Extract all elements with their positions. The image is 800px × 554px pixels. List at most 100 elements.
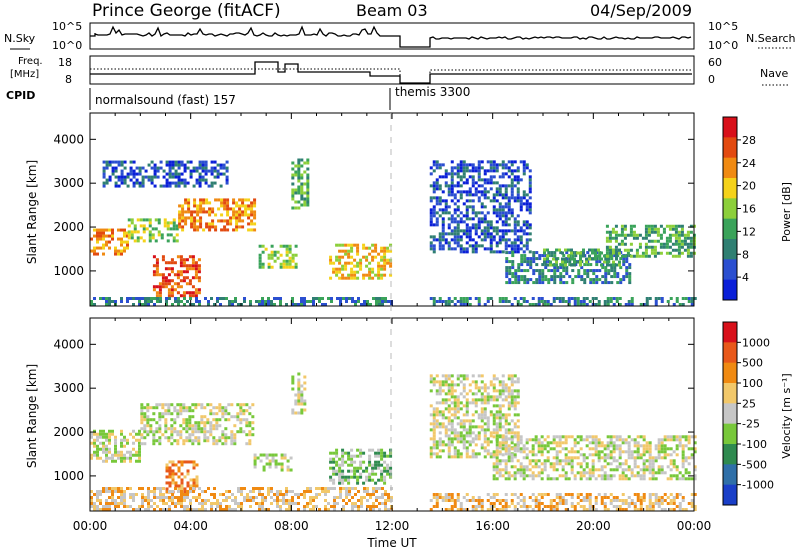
heatmap-cell bbox=[620, 224, 624, 228]
heatmap-cell bbox=[117, 237, 120, 241]
heatmap-cell bbox=[444, 425, 448, 429]
heatmap-cell bbox=[250, 207, 254, 211]
heatmap-cell bbox=[501, 193, 505, 197]
heatmap-cell bbox=[185, 421, 189, 425]
heatmap-cell bbox=[595, 275, 599, 279]
heatmap-cell bbox=[681, 496, 685, 499]
heatmap-cell bbox=[377, 276, 381, 280]
heatmap-cell bbox=[474, 187, 478, 191]
heatmap-cell bbox=[294, 206, 298, 210]
heatmap-cell bbox=[274, 453, 278, 457]
heatmap-cell bbox=[366, 303, 369, 306]
heatmap-cell bbox=[217, 198, 221, 202]
heatmap-cell bbox=[185, 291, 189, 295]
heatmap-cell bbox=[158, 424, 162, 428]
heatmap-cell bbox=[148, 233, 152, 237]
heatmap-cell bbox=[559, 263, 563, 267]
heatmap-cell bbox=[498, 407, 502, 411]
heatmap-cell bbox=[516, 220, 520, 224]
heatmap-cell bbox=[528, 468, 532, 472]
heatmap-cell bbox=[350, 475, 354, 479]
heatmap-cell bbox=[609, 493, 613, 496]
heatmap-cell bbox=[605, 236, 609, 240]
heatmap-cell bbox=[297, 387, 301, 391]
heatmap-cell bbox=[177, 469, 181, 473]
heatmap-cell bbox=[663, 453, 667, 457]
heatmap-cell bbox=[483, 190, 487, 194]
heatmap-cell bbox=[189, 460, 193, 464]
heatmap-cell bbox=[90, 303, 93, 306]
heatmap-cell bbox=[483, 455, 487, 459]
heatmap-cell bbox=[197, 439, 201, 443]
heatmap-cell bbox=[178, 204, 182, 208]
heatmap-cell bbox=[222, 172, 226, 176]
heatmap-cell bbox=[441, 238, 445, 242]
heatmap-cell bbox=[283, 453, 287, 457]
heatmap-cell bbox=[242, 412, 246, 416]
heatmap-cell bbox=[438, 401, 442, 405]
heatmap-cell bbox=[538, 281, 542, 285]
heatmap-cell bbox=[680, 245, 684, 249]
heatmap-cell bbox=[519, 441, 523, 445]
heatmap-cell bbox=[636, 465, 640, 469]
heatmap-cell bbox=[693, 493, 697, 496]
heatmap-cell bbox=[444, 407, 448, 411]
heatmap-cell bbox=[273, 493, 276, 496]
heatmap-cell bbox=[300, 303, 303, 306]
heatmap-cell bbox=[366, 499, 369, 502]
heatmap-cell bbox=[144, 169, 148, 173]
heatmap-cell bbox=[176, 255, 180, 259]
heatmap-cell bbox=[429, 449, 433, 453]
heatmap-cell bbox=[559, 251, 563, 255]
heatmap-cell bbox=[651, 471, 655, 475]
heatmap-cell bbox=[143, 415, 147, 419]
heatmap-cell bbox=[167, 439, 171, 443]
heatmap-cell bbox=[183, 178, 187, 182]
heatmap-cell bbox=[155, 294, 159, 298]
heatmap-cell bbox=[306, 505, 309, 508]
heatmap-cell bbox=[570, 447, 574, 451]
heatmap-cell bbox=[236, 412, 240, 416]
heatmap-cell bbox=[579, 251, 582, 255]
heatmap-cell bbox=[274, 459, 278, 463]
heatmap-cell bbox=[546, 456, 550, 460]
heatmap-cell bbox=[486, 229, 490, 233]
heatmap-cell bbox=[168, 163, 172, 167]
heatmap-cell bbox=[198, 508, 201, 511]
heatmap-cell bbox=[447, 398, 451, 402]
heatmap-cell bbox=[517, 269, 521, 273]
heatmap-cell bbox=[498, 413, 502, 417]
colorbar-swatch bbox=[723, 484, 737, 506]
heatmap-cell bbox=[383, 460, 387, 464]
heatmap-cell bbox=[489, 244, 493, 248]
heatmap-cell bbox=[180, 496, 183, 499]
heatmap-cell bbox=[126, 487, 129, 490]
heatmap-cell bbox=[471, 496, 475, 499]
heatmap-cell bbox=[507, 413, 511, 417]
heatmap-cell bbox=[629, 224, 633, 228]
heatmap-cell bbox=[374, 273, 378, 277]
heatmap-cell bbox=[671, 254, 675, 258]
heatmap-cell bbox=[591, 471, 595, 475]
heatmap-cell bbox=[371, 267, 375, 271]
heatmap-cell bbox=[161, 255, 165, 259]
heatmap-cell bbox=[618, 456, 622, 460]
heatmap-cell bbox=[253, 462, 257, 466]
heatmap-cell bbox=[225, 297, 228, 300]
heatmap-cell bbox=[531, 459, 535, 463]
heatmap-cell bbox=[198, 166, 202, 170]
heatmap-cell bbox=[459, 184, 463, 188]
heatmap-cell bbox=[660, 441, 664, 445]
heatmap-cell bbox=[648, 471, 652, 475]
heatmap-cell bbox=[690, 456, 694, 460]
heatmap-cell bbox=[672, 438, 676, 442]
heatmap-cell bbox=[177, 460, 181, 464]
heatmap-cell bbox=[447, 389, 451, 393]
heatmap-cell bbox=[525, 453, 529, 457]
heatmap-cell bbox=[300, 393, 304, 397]
heatmap-cell bbox=[615, 499, 619, 502]
heatmap-cell bbox=[200, 421, 204, 425]
heatmap-cell bbox=[188, 264, 192, 268]
heatmap-cell bbox=[111, 490, 114, 493]
heatmap-cell bbox=[356, 466, 360, 470]
